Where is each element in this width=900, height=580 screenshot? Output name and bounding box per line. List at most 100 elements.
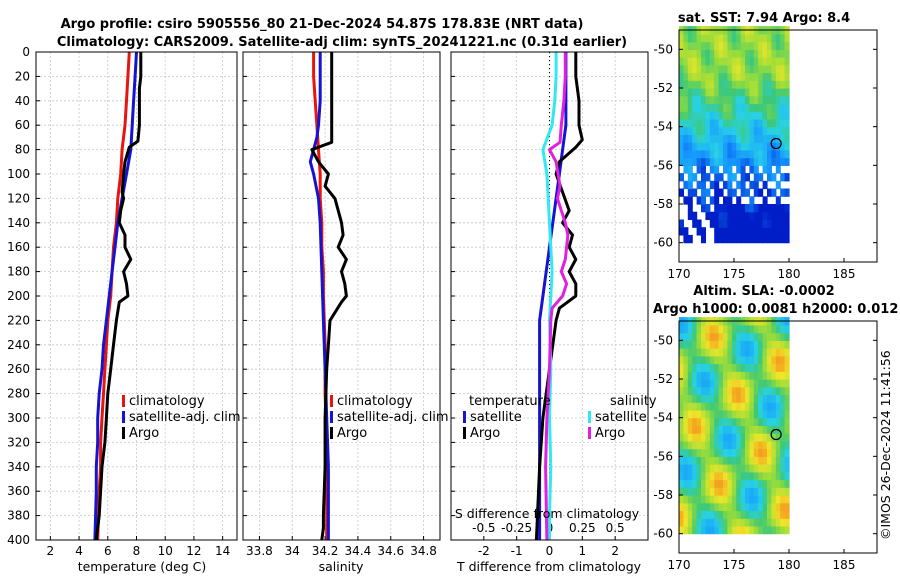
map-cell (771, 479, 777, 488)
map-cell (753, 33, 759, 43)
map-cell (749, 64, 755, 74)
x-tick-label: 6 (104, 544, 112, 558)
map-cell (723, 471, 728, 481)
map-cell (745, 448, 750, 457)
map-cell (687, 409, 693, 419)
map-cell (701, 379, 706, 388)
map-cell (709, 371, 715, 380)
map-cell (775, 386, 781, 396)
map-cell (727, 64, 733, 74)
map-cell (740, 219, 746, 228)
map-cell (753, 425, 759, 434)
map-cell (709, 196, 715, 205)
map-cell (775, 394, 781, 403)
map-cell (705, 49, 711, 58)
map-cell (762, 448, 768, 457)
map-cell (767, 471, 772, 481)
map-cell (745, 340, 750, 349)
map-cell (679, 502, 684, 512)
map-cell (771, 394, 777, 403)
map-cell (780, 502, 786, 512)
map-cell (687, 440, 693, 450)
map-cell (736, 525, 742, 535)
map-cell (701, 479, 706, 488)
map-cell (723, 149, 728, 159)
map-cell (758, 409, 764, 419)
map-cell (771, 495, 777, 504)
map-cell (762, 348, 768, 357)
map-cell (687, 487, 693, 496)
map-cell (762, 219, 768, 228)
map-cell (687, 502, 693, 512)
depth-tick-label: 140 (7, 216, 30, 230)
map-cell (767, 456, 772, 465)
map-cell (709, 479, 715, 488)
map-cell (775, 510, 781, 519)
map-cell (696, 340, 702, 349)
map-cell (753, 433, 759, 442)
map-cell (687, 471, 693, 481)
map-cell (784, 409, 790, 419)
map-cell (771, 510, 777, 519)
map-cell (714, 88, 720, 97)
map-cell (762, 95, 768, 105)
depth-tick-label: 220 (7, 313, 30, 327)
map-cell (736, 196, 742, 205)
map-cell (709, 95, 715, 105)
map-cell (780, 88, 786, 97)
map-cell (692, 502, 698, 512)
map-cell (687, 518, 693, 527)
map-cell (723, 448, 728, 457)
map-cell (784, 173, 790, 182)
map-cell (753, 64, 759, 74)
map-cell (775, 440, 781, 450)
map-cell (714, 72, 720, 81)
map-cell (683, 456, 689, 465)
map-cell (780, 371, 786, 380)
map-cell (749, 440, 755, 450)
map-y-tick-label: -60 (653, 527, 673, 541)
map-cell (758, 464, 764, 473)
map-cell (687, 165, 693, 174)
map-cell (718, 103, 724, 112)
depth-tick-label: 280 (7, 387, 30, 401)
map-cell (771, 502, 777, 512)
map-cell (745, 409, 750, 419)
depth-tick-label: 300 (7, 411, 30, 425)
map-cell (736, 211, 742, 221)
map-cell (723, 126, 728, 136)
map-cell (701, 525, 706, 535)
map-cell (767, 219, 772, 228)
map-cell (780, 363, 786, 372)
map-cell (771, 448, 777, 457)
map-cell (718, 525, 724, 535)
map-cell (705, 188, 711, 197)
map-cell (745, 464, 750, 473)
map-cell (683, 157, 689, 166)
map-cell (740, 49, 746, 58)
plot-frame (242, 51, 441, 541)
map-cell (679, 64, 684, 74)
map-cell (701, 234, 706, 244)
map-cell (749, 386, 755, 396)
map-cell (740, 149, 746, 159)
map-cell (749, 502, 755, 512)
map-cell (762, 363, 768, 372)
map-cell (753, 173, 759, 182)
map-cell (745, 479, 750, 488)
map-cell (753, 394, 759, 403)
map-cell (780, 134, 786, 143)
map-cell (767, 165, 772, 174)
series-satellite-adj-clim (308, 52, 330, 540)
map-cell (749, 425, 755, 434)
map-cell (701, 80, 706, 89)
map-cell (740, 204, 746, 213)
map-cell (714, 348, 720, 357)
map-cell (705, 456, 711, 465)
map-cell (687, 324, 693, 334)
map-cell (718, 332, 724, 341)
map-cell (718, 464, 724, 473)
map-cell (683, 227, 689, 236)
map-cell (692, 487, 698, 496)
map-cell (753, 479, 759, 488)
